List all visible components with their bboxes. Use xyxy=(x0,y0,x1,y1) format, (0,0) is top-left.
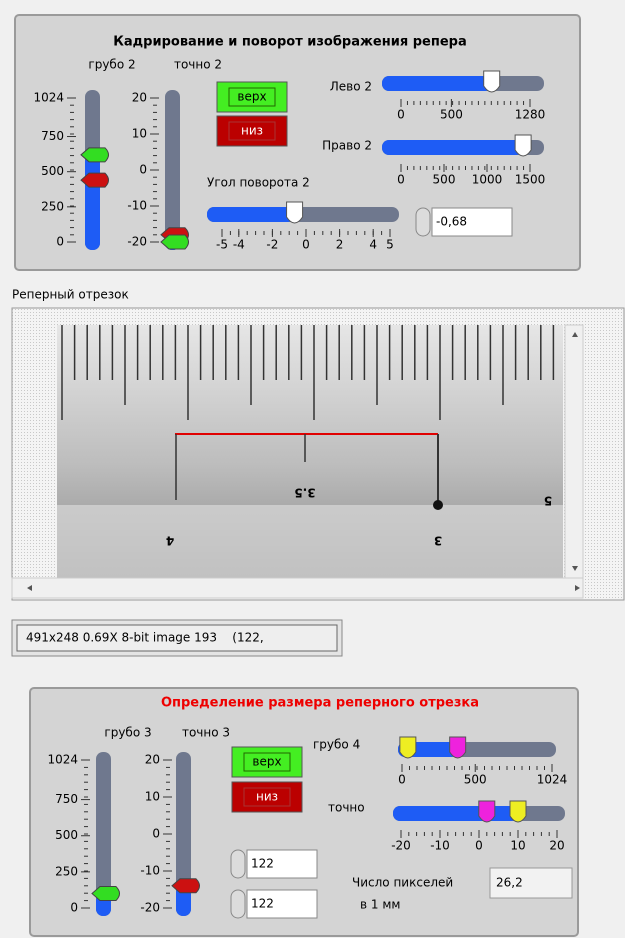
slider-label: грубо 2 xyxy=(88,58,135,72)
page: Кадрирование и поворот изображения репер… xyxy=(0,0,625,938)
tick-label: 250 xyxy=(41,199,64,213)
tick-label: 20 xyxy=(549,839,564,853)
tick-label: 750 xyxy=(41,129,64,143)
slider-thumb[interactable] xyxy=(510,801,526,822)
tick-label: 500 xyxy=(41,164,64,178)
slider-thumb[interactable] xyxy=(515,135,531,156)
slider-track xyxy=(165,90,180,250)
tick-label: 4 xyxy=(369,238,377,252)
numeric-value: 122 xyxy=(251,857,274,871)
tick-label: 500 xyxy=(433,173,456,187)
tick-label: 1000 xyxy=(472,173,503,187)
slider-label: Угол поворота 2 xyxy=(207,176,310,190)
slider-thumb[interactable] xyxy=(400,737,416,758)
front-panel: Кадрирование и поворот изображения репер… xyxy=(0,0,625,938)
spinner[interactable] xyxy=(416,208,430,236)
ruler-label: 5 xyxy=(544,494,552,508)
tick-label: 20 xyxy=(145,753,160,767)
image-label: Реперный отрезок xyxy=(12,288,129,302)
tick-label: 1280 xyxy=(515,108,546,122)
tick-label: 0 xyxy=(475,839,483,853)
tick-label: 1024 xyxy=(33,91,64,105)
slider-thumb[interactable] xyxy=(287,202,303,223)
tick-label: -20 xyxy=(391,839,411,853)
tick-label: 0 xyxy=(397,173,405,187)
tick-label: -10 xyxy=(430,839,450,853)
panel-title: Кадрирование и поворот изображения репер… xyxy=(113,35,466,50)
tick-label: -5 xyxy=(216,238,228,252)
slider-fill xyxy=(382,76,492,91)
slider-fill xyxy=(382,140,523,155)
tick-label: 500 xyxy=(55,828,78,842)
slider-label: точно 3 xyxy=(182,726,230,740)
tick-label: 10 xyxy=(132,127,147,141)
tick-label: 5 xyxy=(386,238,394,252)
numeric-value: 122 xyxy=(251,897,274,911)
slider-fill xyxy=(207,207,295,222)
slider-fill xyxy=(393,806,518,821)
spinner[interactable] xyxy=(231,850,245,878)
tick-label: -20 xyxy=(140,901,160,915)
pixels-label: Число пикселей xyxy=(352,876,453,890)
button-label[interactable]: низ xyxy=(256,790,278,804)
ruler-label: 4 xyxy=(166,534,174,548)
pixels-value: 26,2 xyxy=(496,876,523,890)
status-text: 491x248 0.69X 8-bit image 193 (122, xyxy=(26,631,264,645)
slider-label: точно 2 xyxy=(174,58,222,72)
tick-label: 0 xyxy=(152,827,160,841)
slider-label: грубо 3 xyxy=(104,726,151,740)
slider-label: точно xyxy=(328,801,365,815)
tick-label: 20 xyxy=(132,91,147,105)
panel-title: Определение размера реперного отрезка xyxy=(161,696,479,711)
button-label[interactable]: верх xyxy=(252,755,281,769)
tick-label: 2 xyxy=(336,238,344,252)
tick-label: 10 xyxy=(145,790,160,804)
tick-label: -2 xyxy=(266,238,278,252)
tick-label: 250 xyxy=(55,864,78,878)
tick-label: -10 xyxy=(127,199,147,213)
tick-label: 1024 xyxy=(537,773,568,787)
tick-label: 0 xyxy=(70,901,78,915)
tick-label: 0 xyxy=(398,773,406,787)
tick-label: 0 xyxy=(302,238,310,252)
image-display xyxy=(12,308,624,600)
tick-label: 0 xyxy=(139,163,147,177)
tick-label: 750 xyxy=(55,792,78,806)
pixels-label: в 1 мм xyxy=(360,898,400,912)
slider-fill xyxy=(85,155,100,250)
tick-label: -4 xyxy=(233,238,245,252)
slider-label: Право 2 xyxy=(322,139,372,153)
tick-label: 500 xyxy=(464,773,487,787)
button-label[interactable]: низ xyxy=(241,124,263,138)
tick-label: 0 xyxy=(397,108,405,122)
tick-label: -20 xyxy=(127,235,147,249)
tick-label: 1500 xyxy=(515,173,546,187)
tick-label: 10 xyxy=(510,839,525,853)
numeric-value: -0,68 xyxy=(436,215,467,229)
ruler-label: 3 xyxy=(434,534,442,548)
slider-thumb[interactable] xyxy=(484,71,500,92)
tick-label: 1024 xyxy=(47,753,78,767)
button-label[interactable]: верх xyxy=(237,90,266,104)
slider-label: Лево 2 xyxy=(330,80,372,94)
tick-label: 0 xyxy=(56,235,64,249)
slider-thumb[interactable] xyxy=(450,737,466,758)
ruler-label: 3.5 xyxy=(294,486,315,500)
slider-thumb[interactable] xyxy=(479,801,495,822)
tick-label: -10 xyxy=(140,864,160,878)
tick-label: 500 xyxy=(440,108,463,122)
slider-label: грубо 4 xyxy=(313,738,360,752)
spinner[interactable] xyxy=(231,890,245,918)
